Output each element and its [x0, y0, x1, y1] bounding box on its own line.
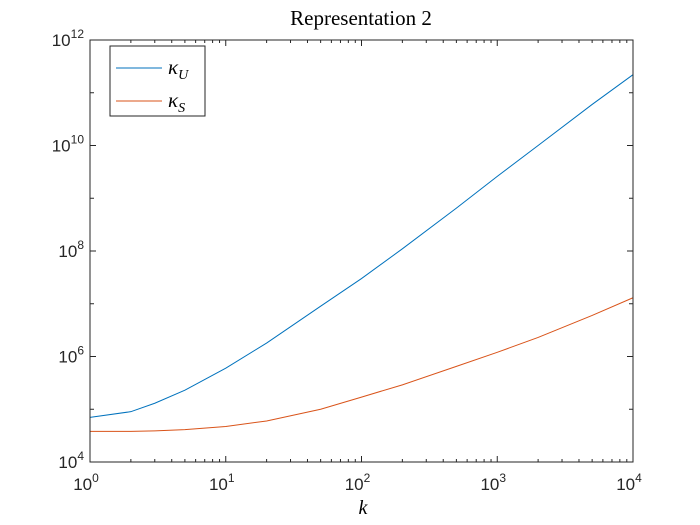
legend-label-1: κS — [168, 88, 185, 116]
y-tick-label-3: 1010 — [52, 133, 85, 156]
x-tick-label-2: 102 — [345, 471, 371, 494]
legend-box — [109, 45, 206, 117]
x-tick-label-3: 103 — [480, 471, 506, 494]
legend: κU κS — [109, 45, 206, 117]
y-tick-label-2: 108 — [58, 238, 84, 261]
x-tick-label-1: 101 — [209, 471, 235, 494]
x-tick-label-0: 100 — [73, 471, 99, 494]
y-tick-label-1: 106 — [58, 344, 84, 367]
series-line-κu — [89, 74, 634, 418]
x-tick-label-4: 104 — [616, 471, 642, 494]
ticks-layer: 100 101 102 103 104 104 106 108 1010 1012 — [52, 27, 642, 494]
y-tick-label-4: 1012 — [52, 27, 85, 50]
series-line-κs — [90, 297, 634, 432]
series-layer — [89, 74, 634, 432]
x-axis-label: k — [359, 497, 369, 519]
legend-items: κU κS — [116, 55, 189, 116]
y-tick-label-0: 104 — [58, 449, 84, 472]
legend-label-0: κU — [168, 55, 189, 83]
chart-title: Representation 2 — [290, 6, 432, 30]
